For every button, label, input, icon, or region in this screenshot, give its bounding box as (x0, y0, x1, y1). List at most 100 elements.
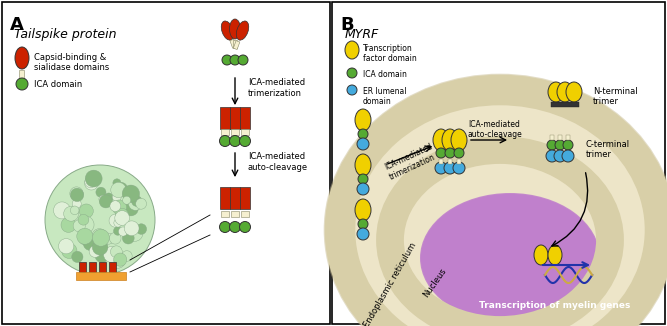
Circle shape (112, 200, 127, 215)
Circle shape (93, 229, 109, 246)
Circle shape (115, 188, 129, 203)
Circle shape (109, 232, 121, 244)
Circle shape (95, 248, 109, 262)
Circle shape (113, 179, 121, 187)
Text: Transcription
factor domain: Transcription factor domain (363, 44, 417, 63)
Text: ICA-mediated
trimerization: ICA-mediated trimerization (383, 142, 438, 182)
Circle shape (357, 228, 369, 240)
Circle shape (128, 196, 143, 210)
Circle shape (121, 251, 132, 261)
Circle shape (119, 227, 127, 236)
Circle shape (562, 150, 574, 162)
Text: ICA-mediated
trimerization: ICA-mediated trimerization (248, 78, 305, 98)
Text: A: A (10, 16, 24, 34)
Circle shape (131, 196, 142, 206)
Ellipse shape (355, 199, 371, 221)
Circle shape (347, 85, 357, 95)
Bar (231, 129, 239, 135)
Circle shape (136, 224, 147, 234)
Bar (240, 187, 250, 209)
Circle shape (123, 196, 131, 204)
Text: ICA domain: ICA domain (34, 80, 82, 89)
Circle shape (358, 174, 368, 184)
Circle shape (92, 240, 108, 255)
Bar (230, 107, 240, 129)
Circle shape (239, 136, 251, 146)
Circle shape (229, 136, 241, 146)
Circle shape (77, 216, 94, 233)
Circle shape (125, 224, 143, 242)
Circle shape (124, 221, 139, 236)
Bar (558, 135, 562, 140)
Bar (2, 2, 330, 324)
Text: ER lumenal
domain: ER lumenal domain (363, 87, 406, 106)
Bar (233, 41, 240, 50)
Circle shape (109, 253, 125, 268)
Ellipse shape (15, 47, 29, 69)
Circle shape (219, 136, 231, 146)
Text: Nucleus: Nucleus (422, 267, 448, 299)
Circle shape (112, 192, 121, 201)
Circle shape (357, 138, 369, 150)
Circle shape (122, 185, 139, 202)
Circle shape (113, 227, 122, 235)
Bar (230, 39, 236, 48)
Text: Transcription of myelin genes: Transcription of myelin genes (480, 301, 631, 309)
Bar (19, 70, 24, 78)
Circle shape (71, 188, 84, 201)
Bar (457, 159, 461, 164)
Text: Capsid-binding &
sialidase domains: Capsid-binding & sialidase domains (34, 53, 109, 72)
Ellipse shape (236, 21, 249, 40)
Text: ICA domain: ICA domain (363, 70, 407, 79)
Circle shape (90, 235, 98, 243)
Bar (230, 187, 240, 209)
Ellipse shape (548, 82, 564, 102)
Circle shape (110, 201, 121, 212)
Text: ICA-mediated
auto-cleavage: ICA-mediated auto-cleavage (468, 120, 523, 140)
Circle shape (222, 55, 232, 65)
Circle shape (358, 129, 368, 139)
Circle shape (546, 150, 558, 162)
Text: Endoplasmic reticulum: Endoplasmic reticulum (362, 241, 418, 326)
Circle shape (554, 150, 566, 162)
Ellipse shape (534, 245, 548, 265)
Circle shape (103, 233, 114, 244)
Bar (551, 102, 579, 107)
Circle shape (16, 78, 28, 90)
Text: Tailspike protein: Tailspike protein (14, 28, 117, 41)
Bar (109, 262, 116, 272)
Circle shape (103, 246, 119, 262)
Circle shape (111, 246, 122, 258)
Circle shape (78, 214, 89, 225)
Text: N-terminal
trimer: N-terminal trimer (593, 87, 638, 106)
Text: ICA-mediated
auto-cleavage: ICA-mediated auto-cleavage (248, 152, 308, 172)
Bar (550, 135, 554, 140)
Circle shape (111, 182, 126, 198)
Bar (566, 135, 570, 140)
Bar (240, 107, 250, 129)
Circle shape (89, 245, 101, 257)
Circle shape (122, 232, 134, 244)
Ellipse shape (341, 91, 659, 326)
Circle shape (357, 183, 369, 195)
Circle shape (61, 243, 77, 259)
Circle shape (72, 251, 83, 262)
Ellipse shape (45, 165, 155, 275)
Circle shape (219, 221, 231, 232)
Circle shape (53, 202, 71, 219)
Text: MYRF: MYRF (345, 28, 380, 41)
Bar (231, 211, 239, 217)
Circle shape (563, 140, 573, 150)
Circle shape (123, 201, 138, 216)
Circle shape (454, 148, 464, 158)
Circle shape (99, 195, 107, 203)
Circle shape (115, 208, 129, 221)
Bar (79, 262, 86, 272)
Circle shape (555, 140, 565, 150)
Circle shape (453, 162, 465, 174)
Circle shape (99, 195, 112, 208)
Bar (89, 262, 96, 272)
Ellipse shape (451, 129, 467, 151)
Circle shape (347, 68, 357, 78)
Ellipse shape (355, 109, 371, 131)
